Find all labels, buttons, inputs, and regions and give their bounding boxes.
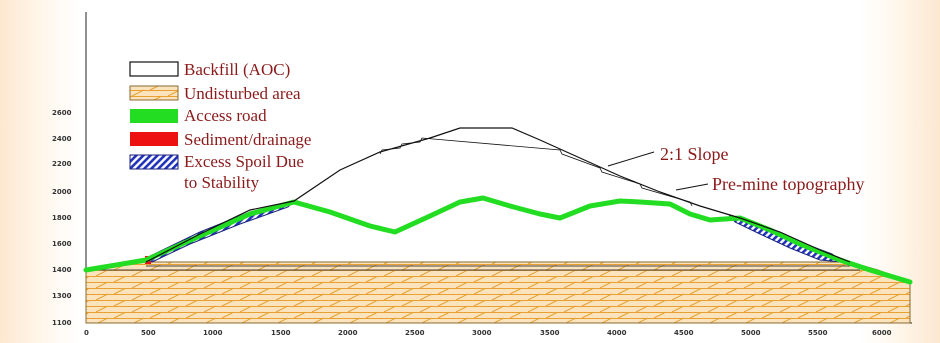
x-tick-label: 5000 [741, 329, 761, 337]
x-tick-label: 1000 [203, 329, 223, 337]
legend-label-excess-spoil: Excess Spoil Due [184, 152, 304, 171]
excess-spoil-left [144, 200, 296, 263]
x-tick-label: 5500 [808, 329, 828, 337]
y-tick-label: 1800 [52, 214, 72, 222]
legend-label-backfill: Backfill (AOC) [184, 60, 290, 79]
legend-label-undisturbed: Undisturbed area [184, 84, 301, 103]
y-tick-label: 1300 [52, 292, 72, 300]
y-tick-label: 1100 [52, 319, 72, 327]
premine-topography-label: Pre-mine topography [712, 174, 864, 194]
legend-label-excess-spoil-line2: to Stability [184, 173, 260, 192]
x-tick-label: 4500 [674, 329, 694, 337]
y-tick-label: 2200 [52, 160, 72, 168]
x-tick-label: 500 [141, 329, 156, 337]
x-tick-label: 2500 [405, 329, 425, 337]
legend-label-sediment: Sediment/drainage [184, 130, 311, 149]
legend-label-access-road: Access road [184, 106, 267, 125]
premine-leader-line [675, 183, 709, 191]
legend-swatch-excess-spoil [129, 154, 179, 170]
x-tick-label: 3000 [472, 329, 492, 337]
x-tick-label: 3500 [540, 329, 560, 337]
backfill-step-detail [379, 137, 693, 207]
slope-label: 2:1 Slope [660, 144, 729, 164]
legend-swatch-access-road [130, 109, 178, 123]
undisturbed-area [85, 261, 911, 324]
access-road-line [83, 195, 913, 285]
x-axis-ticks: 0 500 1000 1500 2000 2500 3000 3500 4000… [84, 329, 892, 337]
x-tick-label: 2000 [338, 329, 358, 337]
x-tick-label: 6000 [872, 329, 892, 337]
legend-swatch-sediment [130, 132, 178, 146]
legend-swatch-backfill [129, 61, 179, 77]
y-tick-label: 2400 [52, 135, 72, 143]
backfill-outline [145, 127, 851, 263]
y-tick-label: 2000 [52, 188, 72, 196]
y-tick-label: 1600 [52, 240, 72, 248]
y-tick-label: 2600 [52, 109, 72, 117]
x-tick-label: 1500 [271, 329, 291, 337]
slope-leader-line [607, 151, 655, 167]
y-tick-label: 1400 [52, 266, 72, 274]
legend: Backfill (AOC) Undisturbed area Access r… [129, 60, 311, 192]
x-tick-label: 0 [84, 329, 89, 337]
legend-swatch-undisturbed [129, 85, 179, 101]
x-tick-label: 4000 [607, 329, 627, 337]
y-axis-ticks: 2600 2400 2200 2000 1800 1600 1400 1300 … [52, 109, 72, 327]
